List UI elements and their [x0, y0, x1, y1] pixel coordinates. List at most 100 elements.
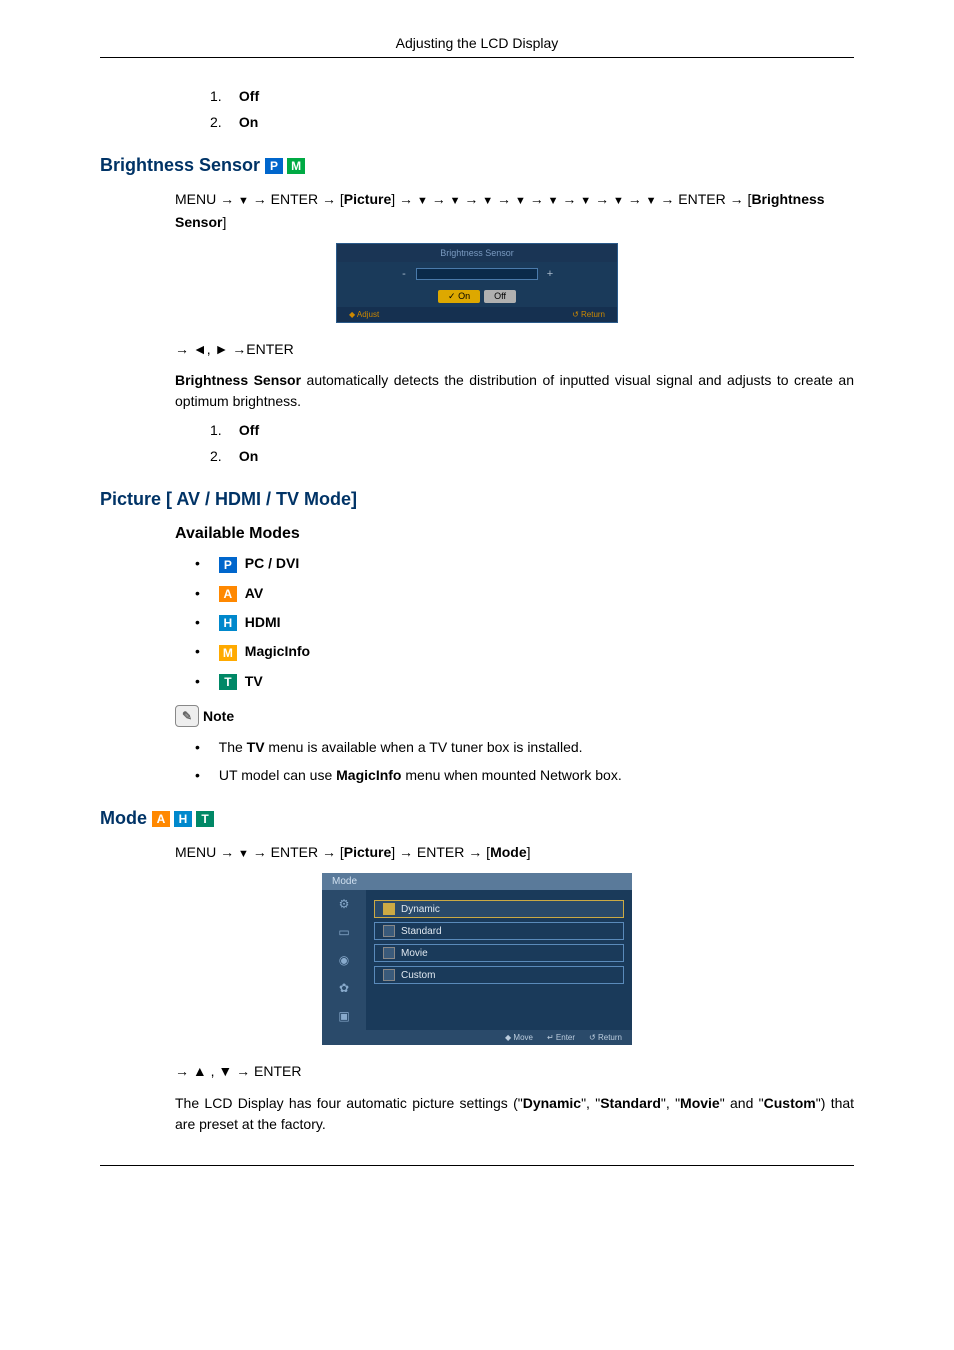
osd-on-button[interactable]: ✓ On	[438, 290, 480, 303]
note-text: menu is available when a TV tuner box is…	[265, 739, 583, 755]
check-icon	[383, 969, 395, 981]
desc-text: ", "	[581, 1095, 600, 1111]
footer-divider	[100, 1165, 854, 1166]
arrow-down-icon: ▼	[450, 195, 461, 207]
badge-a-icon: A	[219, 586, 237, 602]
desc-text: " and "	[720, 1095, 764, 1111]
osd-title: Mode	[322, 873, 632, 890]
list-number: 2.	[210, 114, 235, 130]
badge-t-icon: T	[196, 811, 214, 827]
nav-path: MENU → ▼ → ENTER → [Picture] → ▼ → ▼ → ▼…	[175, 188, 854, 233]
option-label: Dynamic	[401, 904, 440, 915]
arrow-down-icon: ▼	[238, 848, 249, 860]
list-item: H HDMI	[195, 614, 854, 631]
list-item: T TV	[195, 673, 854, 690]
nav-text: ]	[527, 844, 531, 860]
osd-footer-enter: ↵ Enter	[547, 1033, 575, 1042]
osd-side-icon[interactable]: ▭	[322, 918, 366, 946]
osd-option-movie[interactable]: Movie	[374, 944, 624, 962]
osd-option-dynamic[interactable]: Dynamic	[374, 900, 624, 918]
arrow-down-icon: ▼	[646, 195, 657, 207]
list-number: 2.	[210, 448, 235, 464]
osd-footer-return: ↺ Return	[589, 1033, 622, 1042]
osd-buttons: ✓ On Off	[337, 286, 617, 307]
list-item: 1. Off	[210, 422, 854, 438]
osd-footer: ◆ Adjust ↺ Return	[337, 307, 617, 322]
list-value: On	[239, 114, 258, 130]
nav-path-2: → ◄, ► →ENTER	[175, 338, 854, 360]
osd-footer-move: ◆ Move	[505, 1033, 533, 1042]
option-label: Standard	[401, 926, 442, 937]
nav-text: ]	[222, 214, 226, 230]
osd-side-icon[interactable]: ◉	[322, 946, 366, 974]
note-text: menu when mounted Network box.	[401, 767, 621, 783]
list-number: 1.	[210, 422, 235, 438]
osd-option-custom[interactable]: Custom	[374, 966, 624, 984]
desc-bold: Brightness Sensor	[175, 372, 301, 388]
arrow-down-icon: ▼	[238, 195, 249, 207]
osd-option-standard[interactable]: Standard	[374, 922, 624, 940]
plus-icon: +	[544, 268, 556, 280]
arrow-down-icon: ▼	[417, 195, 428, 207]
mode-label: PC / DVI	[245, 555, 299, 571]
description: The LCD Display has four automatic pictu…	[175, 1093, 854, 1135]
osd-off-button[interactable]: Off	[484, 290, 516, 303]
osd-slider[interactable]	[416, 268, 538, 280]
osd-sidebar: ⚙ ▭ ◉ ✿ ▣	[322, 890, 366, 1030]
osd-footer: ◆ Move ↵ Enter ↺ Return	[322, 1030, 632, 1045]
osd-side-icon[interactable]: ✿	[322, 974, 366, 1002]
arrow-down-icon: ▼	[613, 195, 624, 207]
list-number: 1.	[210, 88, 235, 104]
desc-bold: Movie	[680, 1095, 720, 1111]
note-text: The	[219, 739, 247, 755]
osd-brightness-sensor: Brightness Sensor - + ✓ On Off ◆ Adjust …	[336, 243, 618, 323]
desc-bold: Standard	[600, 1095, 661, 1111]
badge-p-icon: P	[219, 557, 237, 573]
mode-label: MagicInfo	[245, 643, 310, 659]
note-bold: MagicInfo	[336, 767, 401, 783]
nav-text: ] → ENTER → [	[391, 844, 490, 860]
arrow-down-icon: ▼	[580, 195, 591, 207]
osd-body: ⚙ ▭ ◉ ✿ ▣ Dynamic Standard Movie Custom	[322, 890, 632, 1030]
nav-text: → ENTER → [	[657, 191, 752, 207]
nav-mode: Mode	[490, 844, 527, 860]
note-bold: TV	[247, 739, 265, 755]
osd-footer-adjust: ◆ Adjust	[349, 310, 379, 319]
sub-heading: Available Modes	[175, 525, 854, 543]
minus-icon: -	[398, 268, 410, 280]
description: Brightness Sensor automatically detects …	[175, 370, 854, 412]
list-item: P PC / DVI	[195, 555, 854, 572]
badge-h-icon: H	[219, 615, 237, 631]
osd-side-icon[interactable]: ▣	[322, 1002, 366, 1030]
note-heading: ✎ Note	[175, 705, 854, 727]
list-value: Off	[239, 88, 259, 104]
nav-picture: Picture	[344, 844, 391, 860]
arrow-down-icon: ▼	[482, 195, 493, 207]
nav-picture: Picture	[344, 191, 391, 207]
check-icon	[383, 925, 395, 937]
section-heading-picture: Picture [ AV / HDMI / TV Mode]	[100, 489, 854, 510]
desc-bold: Custom	[764, 1095, 816, 1111]
badge-p-icon: P	[265, 158, 283, 174]
desc-bold: Dynamic	[523, 1095, 581, 1111]
list-item: M MagicInfo	[195, 643, 854, 660]
badge-h-icon: H	[174, 811, 192, 827]
section-heading-mode: Mode AHT	[100, 808, 854, 829]
list-item: A AV	[195, 585, 854, 602]
notes-list: The TV menu is available when a TV tuner…	[195, 739, 854, 783]
nav-text: ] →	[391, 191, 417, 207]
nav-text: → ENTER → [	[249, 191, 344, 207]
option-label: Custom	[401, 970, 435, 981]
list-item: UT model can use MagicInfo menu when mou…	[195, 767, 854, 783]
page-title: Adjusting the LCD Display	[100, 35, 854, 58]
osd-side-icon[interactable]: ⚙	[322, 890, 366, 918]
nav-text: MENU →	[175, 191, 238, 207]
list-value: On	[239, 448, 258, 464]
list-item: 2. On	[210, 448, 854, 464]
check-icon	[383, 947, 395, 959]
option-label: Movie	[401, 948, 428, 959]
mode-label: TV	[245, 673, 263, 689]
osd-title: Brightness Sensor	[337, 244, 617, 262]
desc-text: ", "	[661, 1095, 680, 1111]
check-icon	[383, 903, 395, 915]
